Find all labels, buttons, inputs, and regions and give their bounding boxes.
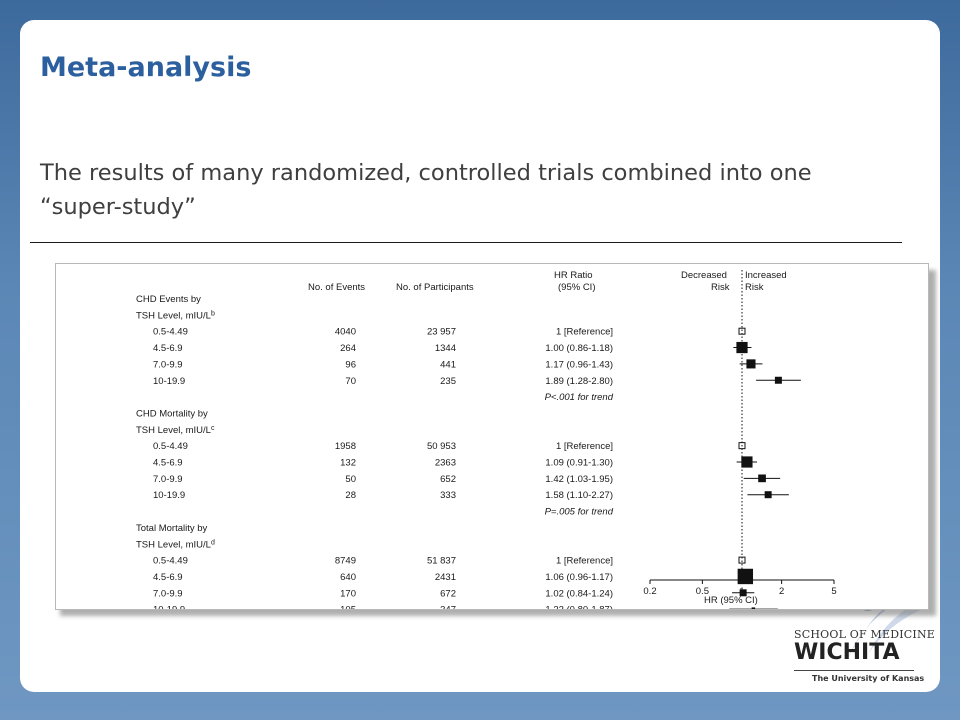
header-increased-risk: Risk [745,282,764,293]
row-participants: 2363 [435,458,456,469]
group-label-unit: TSH Level, mIU/Lc [136,425,215,436]
row-participants: 347 [440,605,456,609]
row-hr-text: 1.06 (0.96-1.17) [545,572,613,583]
logo-school-text: SCHOOL OF MEDICINE [794,628,936,641]
x-tick-label: 2 [779,586,784,597]
x-axis-label: HR (95% CI) [704,595,758,606]
point-estimate-marker [751,607,756,609]
logo-campus-text: WICHITA [794,640,900,665]
divider-line [30,242,902,243]
row-participants: 333 [440,490,456,501]
x-tick-label: 1 [739,586,744,597]
point-estimate-marker [741,456,753,468]
row-hr-text: 1.89 (1.28-2.80) [545,376,613,387]
header-increased: Increased [745,270,787,281]
row-hr-text: 1 [Reference] [556,327,613,338]
group-label: CHD Mortality by [136,408,208,419]
row-events: 1958 [335,441,356,452]
row-level: 10-19.9 [153,376,185,387]
row-participants: 23 957 [427,327,456,338]
point-estimate-marker [746,359,756,369]
header-hr-line1: HR Ratio [554,270,593,281]
group-label-unit-text: TSH Level, mIU/L [136,425,211,436]
header-decreased-risk: Risk [711,282,730,293]
row-level: 7.0-9.9 [153,359,183,370]
row-level: 4.5-6.9 [153,343,183,354]
row-hr-text: 1.17 (0.96-1.43) [545,359,613,370]
row-events: 4040 [335,327,356,338]
row-participants: 672 [440,588,456,599]
group-label-unit: TSH Level, mIU/Lb [136,310,215,321]
row-events: 640 [340,572,356,583]
row-events: 8749 [335,556,356,567]
row-hr-text: 1 [Reference] [556,556,613,567]
point-estimate-marker [739,589,747,597]
header-events: No. of Events [308,282,365,293]
point-estimate-marker [774,376,782,384]
row-hr-text: 1.00 (0.86-1.18) [545,343,613,354]
header-hr-line2: (95% CI) [558,282,595,293]
point-estimate-marker [737,568,754,585]
forest-plot-svg: No. of Events No. of Participants HR Rat… [136,270,837,609]
x-tick-label: 0.5 [696,586,709,597]
row-events: 70 [345,376,356,387]
row-participants: 51 837 [427,556,456,567]
row-events: 28 [345,490,356,501]
footnote-marker: b [211,310,215,317]
logo-university-text: The University of Kansas [812,674,925,683]
row-hr-text: 1.58 (1.10-2.27) [545,490,613,501]
row-participants: 652 [440,474,456,485]
point-estimate-marker [764,491,772,499]
row-events: 96 [345,359,356,370]
footnote-marker: d [211,539,215,546]
group-label-unit-text: TSH Level, mIU/L [136,539,211,550]
x-tick-label: 5 [831,586,836,597]
row-events: 50 [345,474,356,485]
trend-p-value: P=.005 for trend [545,507,614,518]
point-estimate-marker [758,474,766,483]
row-level: 0.5-4.49 [153,327,188,338]
row-participants: 235 [440,376,456,387]
forest-plot-figure: No. of Events No. of Participants HR Rat… [55,263,929,610]
group-label: CHD Events by [136,294,201,305]
row-hr-text: 1.42 (1.03-1.95) [545,474,613,485]
row-events: 264 [340,343,356,354]
row-level: 10-19.9 [153,605,185,609]
trend-p-value: P<.001 for trend [545,392,614,403]
row-participants: 1344 [435,343,456,354]
row-hr-text: 1.02 (0.84-1.24) [545,588,613,599]
logo-separator [794,670,914,671]
row-level: 0.5-4.49 [153,441,188,452]
header-decreased: Decreased [681,270,727,281]
footnote-marker: c [211,425,215,432]
row-participants: 50 953 [427,441,456,452]
row-events: 105 [340,605,356,609]
group-label: Total Mortality by [136,523,208,534]
header-participants: No. of Participants [396,282,474,293]
row-hr-text: 1 [Reference] [556,441,613,452]
row-level: 0.5-4.49 [153,556,188,567]
x-tick-label: 0.2 [643,586,656,597]
row-participants: 2431 [435,572,456,583]
row-hr-text: 1.22 (0.80-1.87) [545,605,613,609]
row-participants: 441 [440,359,456,370]
row-events: 132 [340,458,356,469]
slide-body-text: The results of many randomized, controll… [40,160,812,220]
row-level: 7.0-9.9 [153,588,183,599]
group-label-unit: TSH Level, mIU/Ld [136,539,215,550]
group-label-unit-text: TSH Level, mIU/L [136,310,211,321]
row-level: 10-19.9 [153,490,185,501]
row-level: 7.0-9.9 [153,474,183,485]
row-level: 4.5-6.9 [153,572,183,583]
row-events: 170 [340,588,356,599]
slide-title: Meta-analysis [40,52,252,83]
row-level: 4.5-6.9 [153,458,183,469]
row-hr-text: 1.09 (0.91-1.30) [545,458,613,469]
